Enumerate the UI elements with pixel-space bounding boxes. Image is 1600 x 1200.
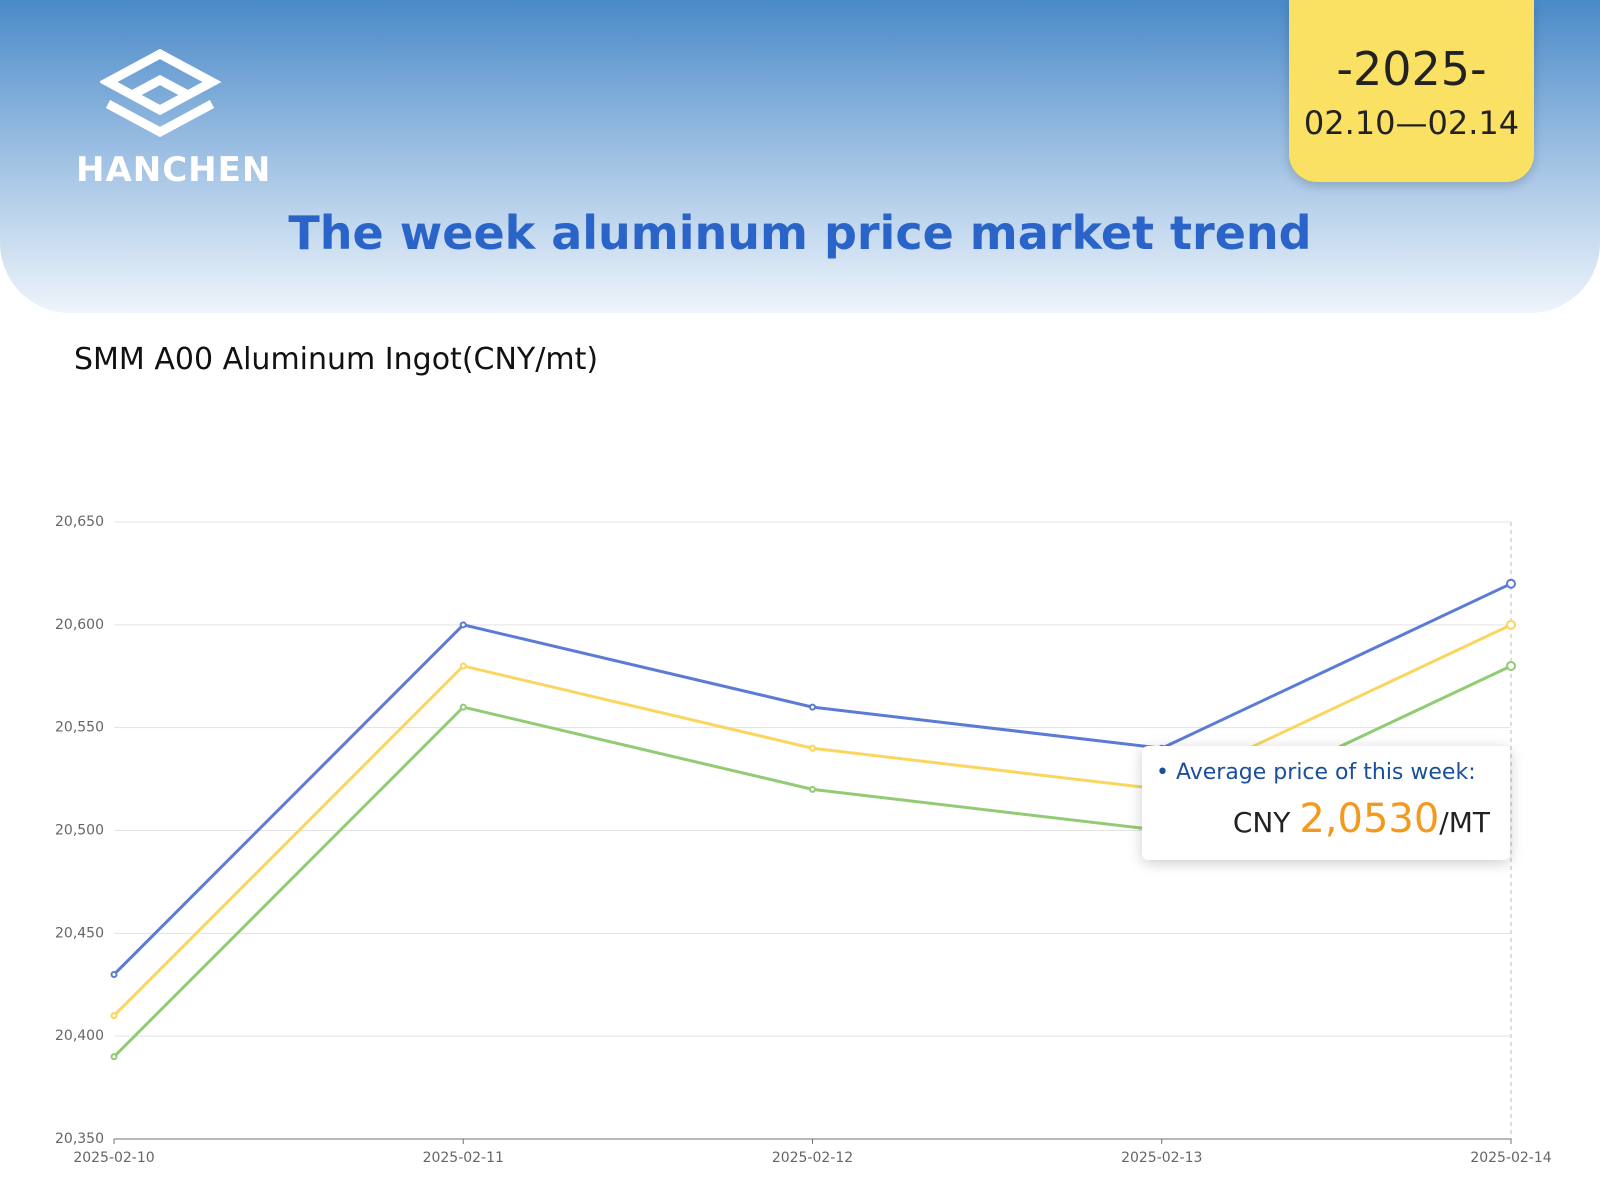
brand: HANCHEN — [76, 150, 272, 190]
data-point — [459, 703, 467, 711]
data-point — [459, 621, 467, 629]
data-point — [809, 703, 816, 711]
chart-title: The week aluminum price market trend — [288, 206, 1312, 260]
y-tick-label: 20,500 — [55, 823, 104, 839]
x-tick-label: 2025-02-13 — [1121, 1150, 1202, 1166]
x-tick-label: 2025-02-12 — [772, 1150, 853, 1166]
tooltip-value: 2,0530 — [1299, 796, 1440, 842]
data-point — [1506, 578, 1516, 589]
y-tick-label: 20,650 — [55, 514, 104, 530]
x-tick-label: 2025-02-14 — [1470, 1150, 1551, 1166]
y-tick-label: 20,350 — [55, 1131, 104, 1147]
header: HANCHEN -2025- 02.10—02.14 The week alum… — [0, 0, 1600, 313]
date-range: 02.10—02.14 — [1303, 104, 1520, 142]
y-tick-label: 20,600 — [55, 617, 104, 633]
data-point — [1506, 660, 1516, 671]
data-point — [110, 970, 118, 978]
data-point — [110, 1012, 118, 1020]
x-tick-label: 2025-02-11 — [423, 1150, 504, 1166]
y-tick-label: 20,450 — [55, 925, 104, 941]
date-badge: -2025- 02.10—02.14 — [1289, 0, 1534, 182]
y-tick-label: 20,550 — [55, 720, 104, 736]
data-point — [809, 785, 816, 793]
data-point — [459, 662, 467, 670]
tooltip-price: CNY 2,0530/MT — [1233, 796, 1490, 842]
tooltip-label: • Average price of this week: — [1156, 760, 1476, 785]
tooltip: • Average price of this week: CNY 2,0530… — [1142, 746, 1510, 860]
tooltip-unit: /MT — [1439, 806, 1490, 839]
chart-subtitle: SMM A00 Aluminum Ingot(CNY/mt) — [74, 342, 599, 377]
year: -2025- — [1336, 42, 1487, 96]
data-point — [110, 1053, 118, 1061]
y-tick-label: 20,400 — [55, 1028, 104, 1044]
tooltip-currency: CNY — [1232, 806, 1291, 839]
data-point — [1506, 619, 1516, 630]
data-point — [809, 744, 816, 752]
x-tick-label: 2025-02-10 — [73, 1150, 154, 1166]
logo — [100, 48, 222, 138]
